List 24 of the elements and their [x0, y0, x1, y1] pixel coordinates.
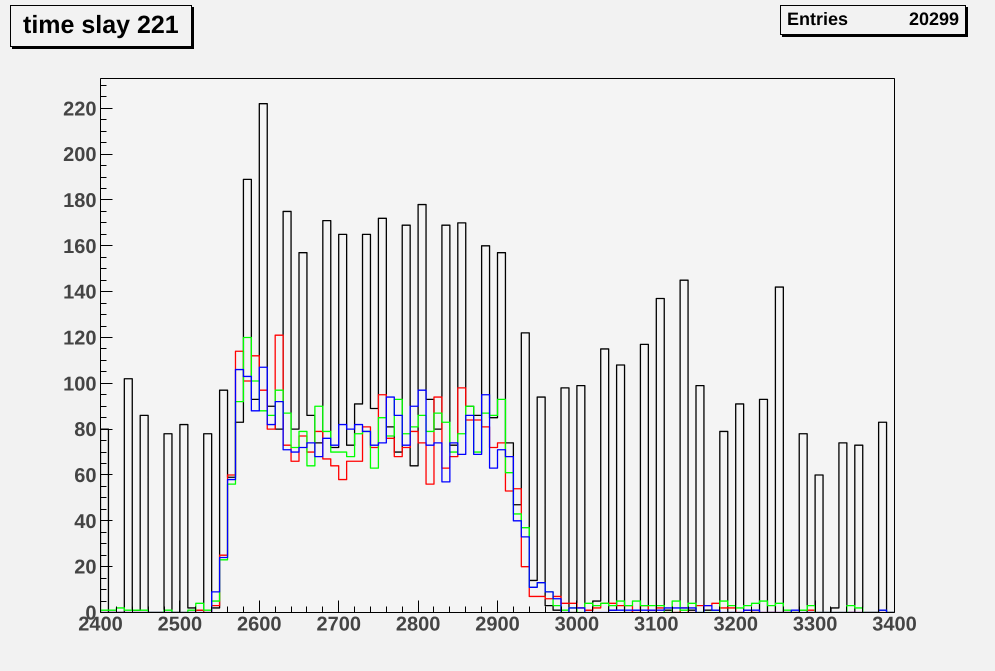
- chart-title: time slay 221: [10, 5, 192, 47]
- x-tick-label: 3000: [554, 614, 600, 636]
- y-tick-label: 100: [63, 373, 97, 396]
- x-tick-label: 3200: [713, 614, 758, 636]
- x-tick-label: 3300: [792, 614, 838, 636]
- x-tick-label: 3400: [872, 614, 917, 636]
- x-tick-label: 2500: [158, 614, 202, 636]
- x-tick-label: 2900: [475, 614, 520, 636]
- y-tick-label: 140: [63, 282, 97, 304]
- y-tick-label: 60: [74, 464, 97, 487]
- y-tick-label: 220: [63, 98, 97, 120]
- y-tick-label: 80: [74, 419, 97, 442]
- text: 20299: [908, 8, 959, 31]
- x-tick-label: 3100: [634, 614, 679, 636]
- y-tick-label: 200: [63, 144, 97, 166]
- x-tick-label: 2700: [316, 614, 361, 636]
- y-tick-label: 160: [63, 236, 97, 258]
- y-tick-label: 120: [63, 327, 97, 350]
- x-tick-label: 2600: [237, 614, 282, 636]
- text: Entries: [787, 8, 848, 31]
- y-tick-label: 180: [63, 190, 97, 212]
- x-tick-label: 2800: [396, 614, 440, 636]
- y-tick-label: 20: [74, 556, 97, 579]
- y-tick-label: 40: [74, 510, 97, 533]
